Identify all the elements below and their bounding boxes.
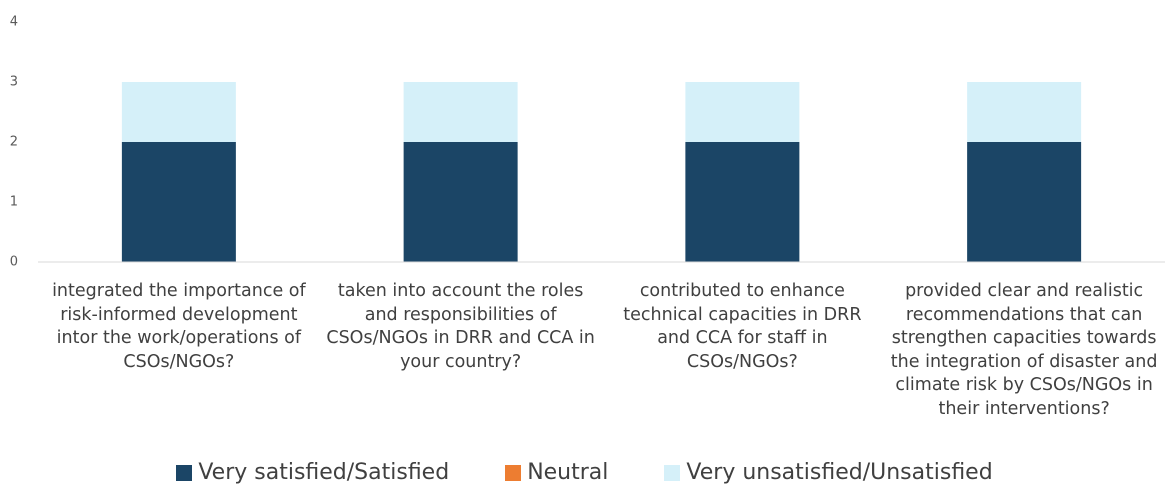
x-tick-label: provided clear and realistic recommendat…	[890, 281, 1158, 419]
bar-segment	[967, 82, 1082, 142]
bar-segment	[121, 82, 236, 142]
legend: Very satisfied/Satisfied Neutral Very unsa…	[0, 460, 1169, 485]
legend-item: Neutral	[505, 460, 608, 485]
legend-item: Very satisfied/Satisfied	[176, 460, 449, 485]
y-tick-label: 0	[10, 255, 18, 270]
legend-label: Very satisfied/Satisfied	[198, 460, 450, 485]
y-tick-label: 1	[10, 195, 18, 210]
bar-segment	[403, 82, 518, 142]
legend-label: Neutral	[527, 460, 609, 485]
y-tick-label: 4	[10, 15, 18, 30]
y-tick-label: 3	[10, 75, 18, 90]
bar-segment	[685, 142, 800, 262]
x-tick-label: contributed to enhance technical capacit…	[623, 281, 862, 372]
legend-label: Very unsatisfied/Unsatisfied	[686, 460, 993, 485]
bar-segment	[403, 142, 518, 262]
bar-segment	[685, 82, 800, 142]
y-tick-label: 2	[10, 135, 18, 150]
legend-swatch	[176, 464, 193, 481]
x-tick-label: integrated the importance of risk-inform…	[52, 281, 306, 372]
legend-swatch	[664, 464, 681, 481]
bar-segment	[121, 142, 236, 262]
legend-swatch	[505, 464, 522, 481]
bar-segment	[967, 142, 1082, 262]
x-tick-label: taken into account the roles and respons…	[326, 281, 595, 372]
legend-item: Very unsatisfied/Unsatisfied	[664, 460, 993, 485]
